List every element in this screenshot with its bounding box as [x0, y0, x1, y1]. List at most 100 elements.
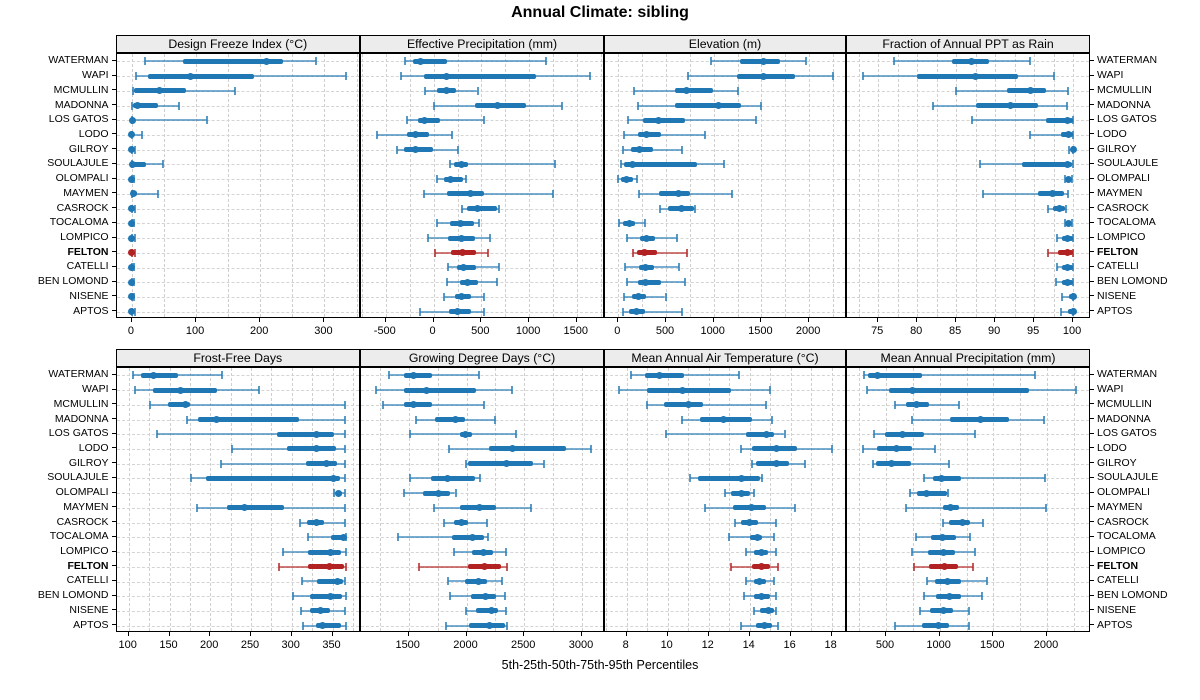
whisker-cap-95th: [177, 101, 180, 110]
station-label-right-lodo: LODO: [1097, 127, 1127, 140]
gridline-vertical: [1034, 54, 1036, 317]
whisker-cap-5th: [406, 116, 409, 125]
axis-tick-label: 2500: [510, 639, 536, 651]
whisker-cap-5th: [409, 474, 412, 483]
median-dot: [756, 577, 764, 585]
whisker-cap-95th: [722, 160, 725, 169]
median-dot: [1007, 102, 1015, 110]
station-label-left-felton: FELTON: [67, 559, 109, 572]
axis-tick-label: 8: [622, 639, 629, 651]
median-dot: [1064, 219, 1072, 227]
whisker-cap-95th: [681, 145, 684, 154]
median-dot: [938, 474, 946, 482]
gridline-vertical: [457, 54, 459, 317]
whisker-cap-5th: [865, 386, 868, 395]
gridline-vertical: [886, 368, 887, 631]
whisker-cap-5th: [388, 371, 391, 380]
station-label-left-maymen: MAYMEN: [63, 500, 109, 513]
whisker-cap-95th: [483, 400, 486, 409]
whisker-cap-95th: [933, 444, 936, 453]
gridline-vertical: [362, 54, 363, 317]
gridline-horizontal: [605, 267, 845, 269]
median-dot: [737, 474, 745, 482]
whisker-cap-95th: [514, 430, 517, 439]
gridline-horizontal: [847, 267, 1089, 269]
gridline-vertical: [553, 54, 554, 317]
bar-25th-75th: [698, 475, 760, 481]
median-dot: [1064, 263, 1072, 271]
gridline-horizontal: [847, 164, 1089, 166]
gridline-vertical: [708, 368, 710, 631]
gridline-vertical: [260, 54, 262, 317]
median-dot: [213, 416, 221, 424]
median-dot: [1064, 116, 1072, 124]
row-tick-right: [1090, 265, 1094, 267]
axis-tick-label: 95: [1026, 325, 1040, 337]
whisker-cap-95th: [675, 234, 678, 243]
median-dot: [719, 416, 727, 424]
bar-25th-75th: [659, 191, 690, 197]
median-dot: [463, 278, 471, 286]
whisker-cap-95th: [1052, 72, 1055, 81]
median-dot: [947, 504, 955, 512]
station-label-right-lompico: LOMPICO: [1097, 545, 1146, 558]
bar-25th-75th: [286, 446, 336, 452]
row-tick-left: [111, 388, 116, 390]
whisker-cap-95th: [530, 503, 533, 512]
axis-tick-label: 1000: [926, 639, 951, 651]
whisker-cap-95th: [694, 204, 697, 213]
whisker-5th-95th: [1062, 295, 1074, 298]
bar-25th-75th: [404, 372, 432, 378]
axis-tick-label: 100: [185, 325, 205, 337]
gridline-horizontal: [605, 208, 845, 210]
axis-tick: [195, 318, 197, 322]
station-label-left-gilroy: GILROY: [68, 456, 109, 469]
row-tick-right: [1090, 594, 1094, 596]
gridline-horizontal: [116, 193, 359, 195]
row-tick-left: [111, 207, 116, 209]
row-tick-right: [1090, 388, 1094, 390]
bar-25th-75th: [674, 88, 714, 94]
median-dot: [327, 548, 335, 556]
whisker-cap-95th: [498, 263, 501, 272]
median-dot: [467, 190, 475, 198]
median-dot: [460, 263, 468, 271]
gridline-horizontal: [361, 149, 603, 151]
gridline-vertical: [713, 54, 715, 317]
median-dot: [326, 592, 334, 600]
whisker-cap-95th: [775, 606, 778, 615]
bar-25th-75th: [404, 402, 432, 408]
whisker-cap-95th: [1072, 116, 1075, 125]
row-tick-left: [111, 295, 116, 297]
median-dot: [1064, 234, 1072, 242]
axis-tick: [290, 632, 292, 636]
gridline-vertical: [993, 368, 995, 631]
bar-25th-75th: [167, 402, 190, 408]
row-tick-left: [111, 177, 116, 179]
whisker-cap-95th: [1072, 263, 1075, 272]
row-tick-left: [111, 594, 116, 596]
axis-tick: [955, 318, 957, 322]
axis-tick-label: -500: [373, 325, 396, 337]
median-dot: [643, 234, 651, 242]
whisker-cap-5th: [740, 444, 743, 453]
whisker-cap-5th: [872, 459, 875, 468]
whisker-cap-5th: [408, 430, 411, 439]
whisker-cap-95th: [1072, 160, 1075, 169]
axis-tick-label: 80: [910, 325, 923, 337]
bar-25th-75th: [316, 578, 344, 584]
gridline-horizontal: [116, 282, 359, 284]
row-tick-left: [111, 373, 116, 375]
gridline-horizontal: [847, 463, 1089, 465]
whisker-cap-5th: [659, 204, 662, 213]
axis-tick-label: 500: [471, 325, 490, 337]
gridline-horizontal: [116, 120, 359, 122]
bar-25th-75th: [647, 387, 732, 393]
gridline-horizontal: [605, 164, 845, 166]
bar-25th-75th: [674, 103, 742, 109]
row-tick-left: [111, 280, 116, 282]
station-label-left-mcmullin: MCMULLIN: [53, 397, 109, 410]
whisker-cap-95th: [221, 371, 224, 380]
median-dot: [128, 293, 136, 301]
gridline-vertical: [1047, 368, 1048, 631]
